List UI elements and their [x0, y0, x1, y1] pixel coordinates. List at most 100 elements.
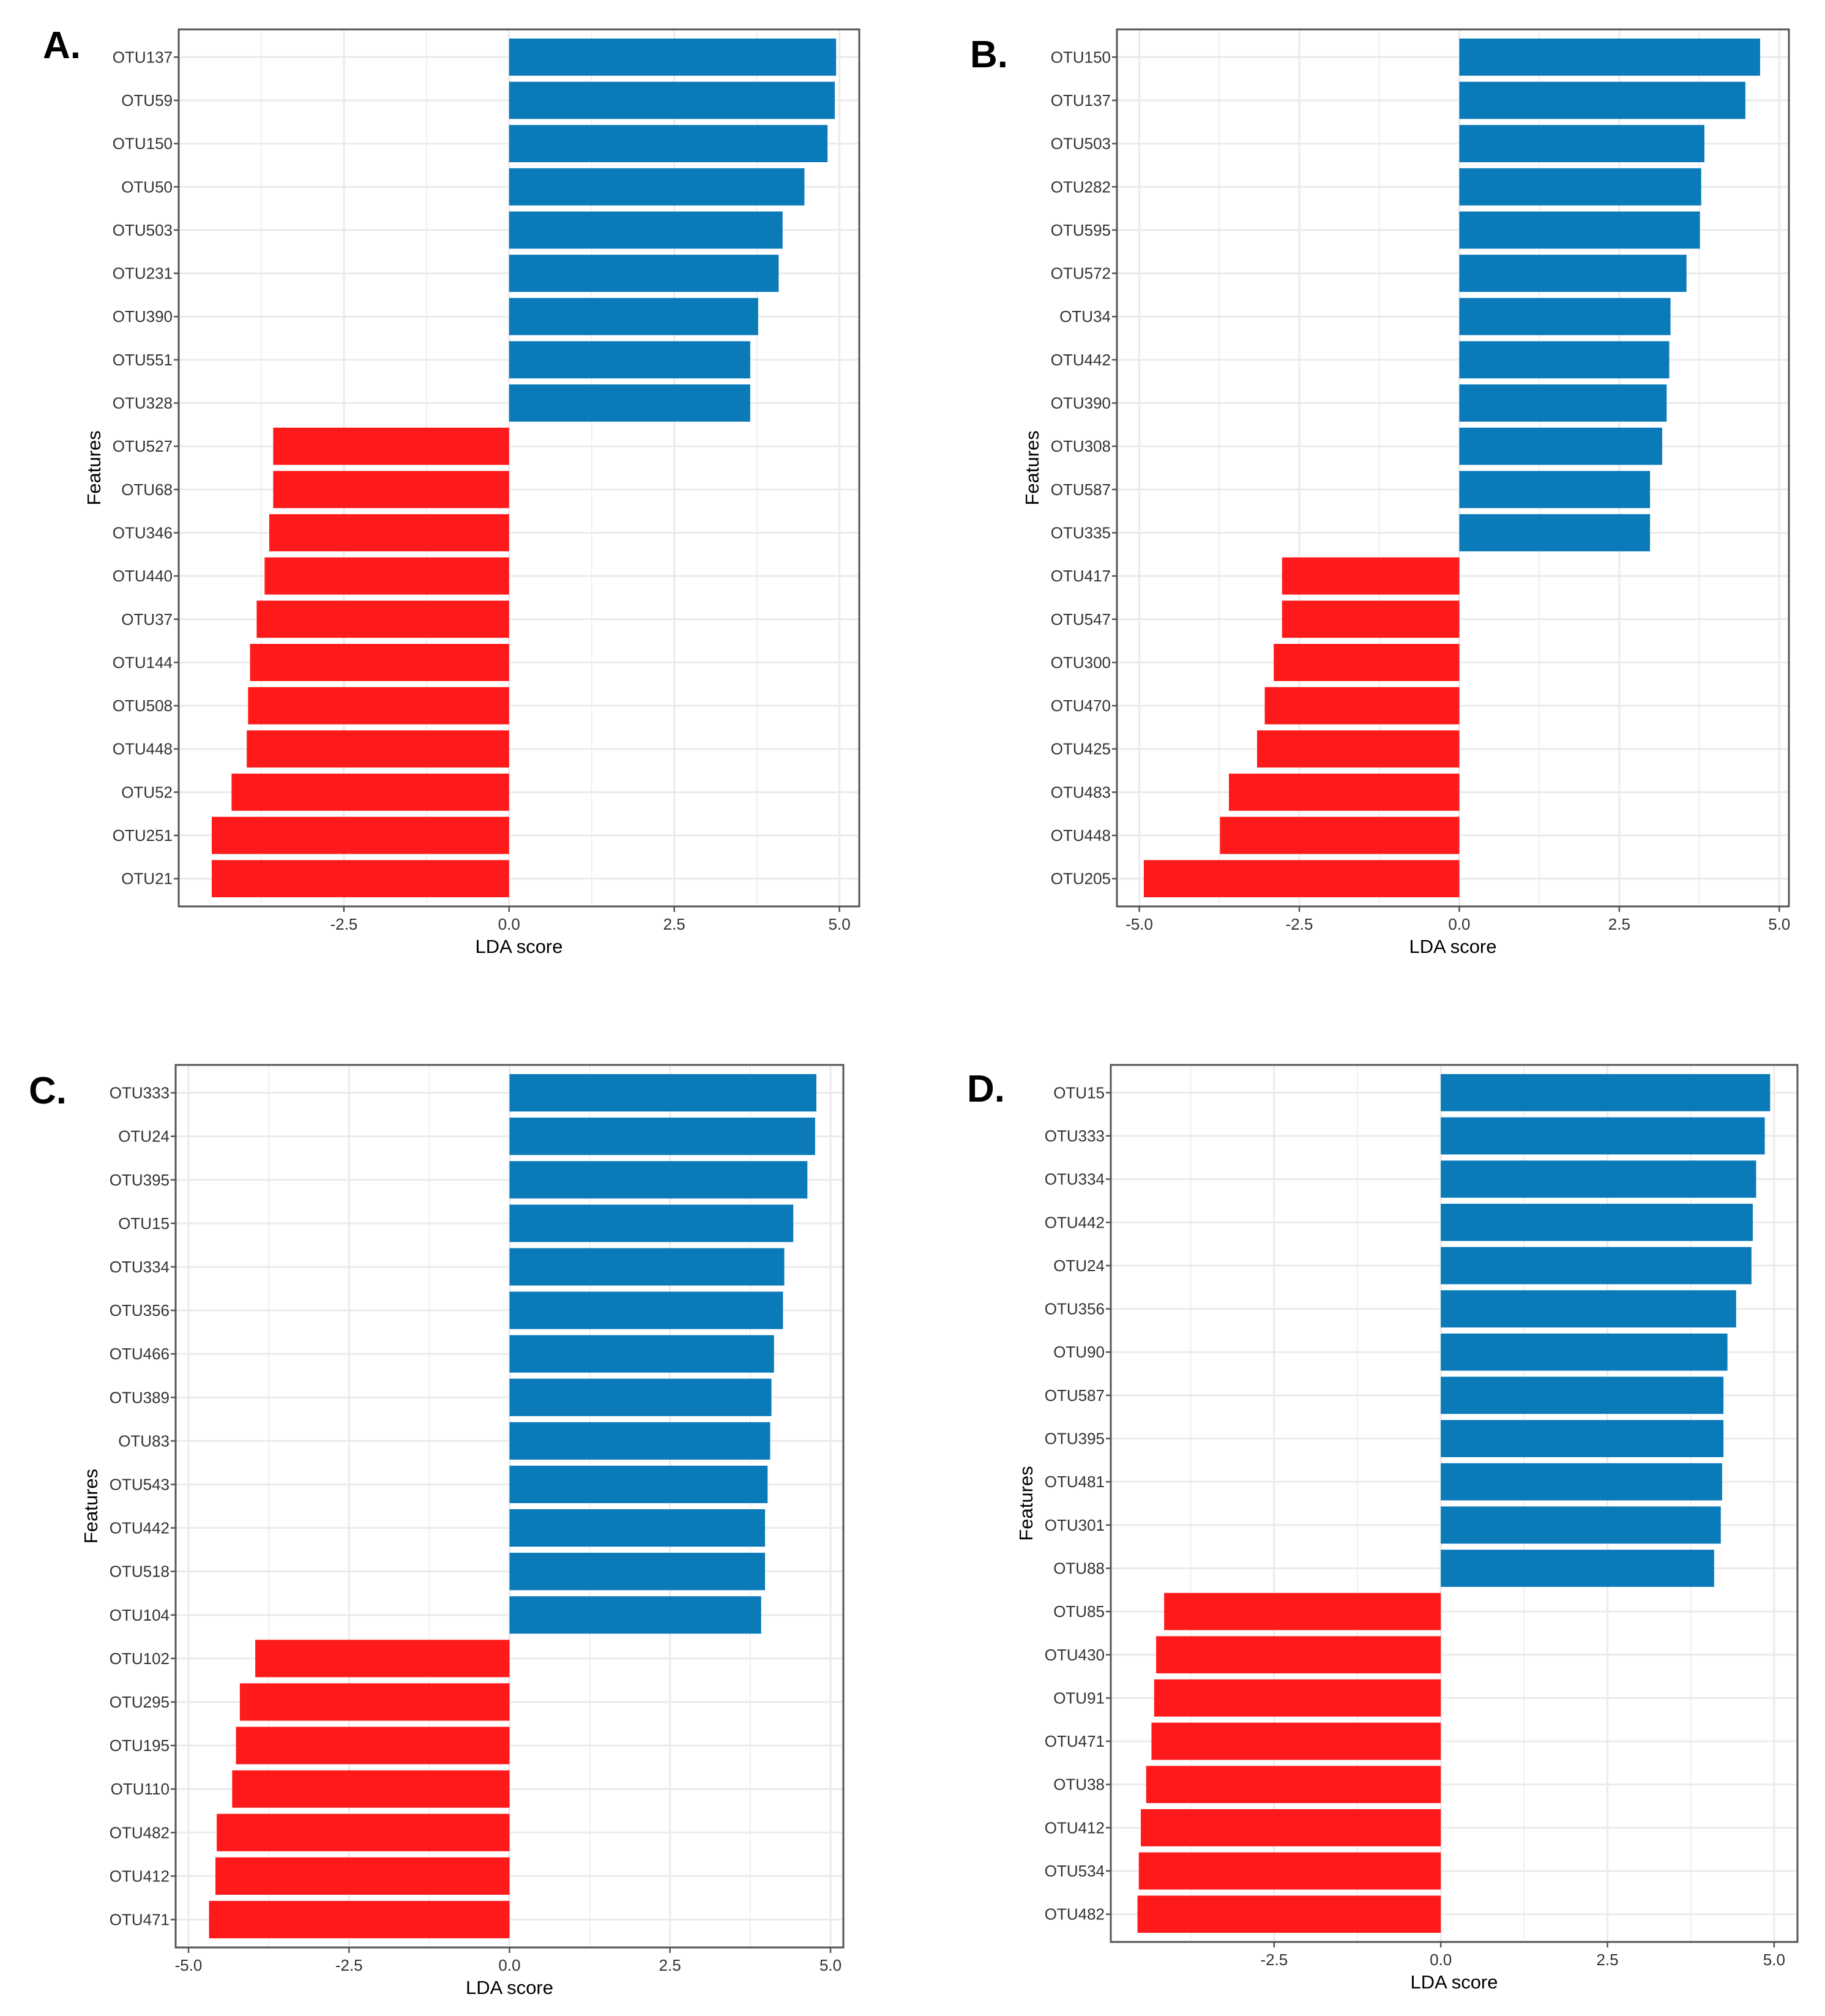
- y-tick-label: OTU68: [121, 480, 173, 499]
- y-axis-title: Features: [83, 430, 105, 505]
- bar-otu551: [509, 341, 750, 379]
- bars: [211, 38, 837, 898]
- y-tick-label: OTU88: [1053, 1559, 1105, 1577]
- y-tick-label: OTU442: [110, 1519, 170, 1537]
- y-tick-label: OTU442: [1045, 1213, 1105, 1231]
- x-axis-title: LDA score: [1410, 1971, 1498, 1993]
- bar-otu481: [1441, 1463, 1722, 1501]
- y-tick-label: OTU543: [110, 1475, 170, 1493]
- bar-otu328: [509, 384, 750, 422]
- bar-otu346: [269, 514, 509, 551]
- x-axis: -5.0 -2.5 0.0 2.5 5.0: [175, 1947, 842, 1974]
- x-tick-label: 2.5: [659, 1956, 681, 1974]
- y-tick-label: OTU390: [1051, 394, 1111, 413]
- y-tick-label: OTU333: [1045, 1127, 1105, 1145]
- bar-otu59: [509, 81, 835, 119]
- y-tick-label: OTU470: [1051, 696, 1111, 715]
- bar-otu417: [1282, 557, 1460, 595]
- panel-label: B.: [970, 34, 1008, 76]
- panel-label: A.: [43, 24, 81, 67]
- bar-otu300: [1274, 644, 1460, 681]
- y-tick-label: OTU83: [118, 1432, 170, 1450]
- x-tick-label: 2.5: [1608, 915, 1630, 933]
- y-tick-label: OTU356: [1045, 1300, 1105, 1318]
- y-tick-label: OTU503: [113, 221, 173, 239]
- y-tick-label: OTU102: [110, 1649, 170, 1668]
- bar-otu295: [239, 1683, 510, 1721]
- y-tick-label: OTU295: [110, 1693, 170, 1711]
- bar-otu482: [1137, 1895, 1441, 1933]
- plot-frame: [1110, 1064, 1799, 1943]
- bar-otu471: [1151, 1722, 1441, 1760]
- bar-otu144: [250, 644, 509, 681]
- y-tick-label: OTU440: [113, 567, 173, 585]
- y-tick-label: OTU551: [113, 351, 173, 369]
- y-tick-label: OTU24: [1053, 1256, 1105, 1275]
- y-tick-label: OTU251: [113, 826, 173, 845]
- bar-otu308: [1459, 427, 1662, 465]
- y-tick-label: OTU508: [113, 696, 173, 715]
- x-tick-label: 5.0: [819, 1956, 842, 1974]
- y-tick-label: OTU587: [1051, 480, 1111, 499]
- y-tick-label: OTU301: [1045, 1516, 1105, 1534]
- y-tick-label: OTU34: [1059, 307, 1111, 326]
- x-tick-label: -2.5: [1260, 1951, 1288, 1969]
- y-tick-label: OTU482: [110, 1823, 170, 1842]
- y-tick-label: OTU346: [113, 523, 173, 542]
- y-tick-label: OTU481: [1045, 1473, 1105, 1491]
- x-tick-label: 5.0: [1768, 915, 1790, 933]
- y-tick-label: OTU471: [1045, 1732, 1105, 1750]
- bar-otu37: [256, 600, 509, 638]
- x-axis: -5.0 -2.5 0.0 2.5 5.0: [1125, 906, 1790, 933]
- bar-otu335: [1459, 514, 1651, 551]
- x-tick-label: -5.0: [1125, 915, 1153, 933]
- y-tick-label: OTU448: [1051, 826, 1111, 845]
- y-tick-label: OTU395: [110, 1171, 170, 1189]
- y-tick-label: OTU430: [1045, 1646, 1105, 1664]
- x-axis-title: LDA score: [1409, 936, 1496, 957]
- plot-frame: [177, 28, 860, 908]
- bars: [1137, 1073, 1771, 1933]
- bar-otu102: [255, 1640, 510, 1678]
- y-tick-label: OTU518: [110, 1562, 170, 1581]
- bar-otu440: [264, 557, 509, 595]
- x-tick-label: 0.0: [498, 1956, 520, 1974]
- bar-otu448: [247, 730, 509, 768]
- y-axis-title: Features: [1021, 430, 1043, 505]
- x-tick-label: 0.0: [1430, 1951, 1452, 1969]
- bar-otu412: [1141, 1809, 1441, 1846]
- y-tick-label: OTU91: [1053, 1689, 1105, 1707]
- x-tick-label: 5.0: [1763, 1951, 1785, 1969]
- y-tick-label: OTU150: [113, 135, 173, 153]
- y-tick-label: OTU308: [1051, 437, 1111, 455]
- bar-otu527: [273, 427, 509, 465]
- bar-otu482: [217, 1813, 510, 1851]
- y-axis-title: Features: [1015, 1466, 1037, 1540]
- y-tick-label: OTU534: [1045, 1862, 1105, 1880]
- bars: [209, 1073, 816, 1939]
- bar-otu333: [1441, 1117, 1765, 1155]
- y-tick-label: OTU37: [121, 610, 173, 629]
- y-tick-label: OTU59: [121, 91, 173, 110]
- y-tick-label: OTU205: [1051, 870, 1111, 888]
- bar-otu137: [509, 38, 837, 76]
- x-axis: -2.5 0.0 2.5 5.0: [330, 906, 851, 933]
- bar-otu572: [1459, 255, 1687, 292]
- y-tick-label: OTU104: [110, 1606, 170, 1624]
- y-tick-label: OTU231: [113, 264, 173, 283]
- bar-otu442: [1459, 341, 1670, 379]
- y-axis: OTU150 OTU137 OTU503 OTU282 OTU595 OTU572 OTU3…: [1051, 48, 1117, 888]
- y-tick-label: OTU15: [118, 1214, 170, 1233]
- y-tick-label: OTU24: [118, 1127, 170, 1146]
- bar-otu595: [1459, 211, 1700, 249]
- y-tick-label: OTU471: [110, 1910, 170, 1928]
- y-axis: OTU15 OTU333 OTU334 OTU442 OTU24 OTU356 OTU90 O…: [1045, 1083, 1111, 1924]
- x-tick-label: 2.5: [1596, 1951, 1618, 1969]
- y-tick-label: OTU390: [113, 307, 173, 326]
- y-tick-label: OTU335: [1051, 523, 1111, 542]
- x-axis: -2.5 0.0 2.5 5.0: [1260, 1942, 1785, 1969]
- y-axis: OTU137 OTU59 OTU150 OTU50 OTU503 OTU231 OTU390…: [113, 48, 179, 888]
- y-tick-label: OTU195: [110, 1736, 170, 1755]
- panel-c: OTU333 OTU24 OTU395 OTU15 OTU334 OTU356 OTU466…: [29, 1064, 845, 1998]
